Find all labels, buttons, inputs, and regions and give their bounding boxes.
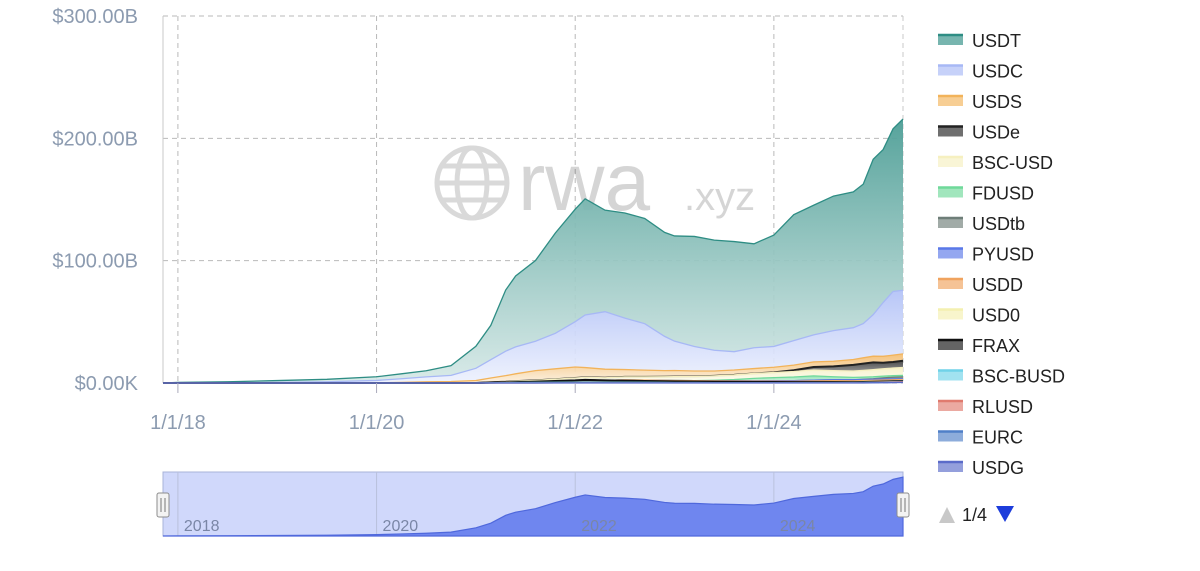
legend: USDT USDC USDS USDe BSC-USD FDUSD USDtb PYUSD US… bbox=[938, 31, 1065, 478]
legend-swatch bbox=[938, 310, 963, 320]
legend-label: EURC bbox=[972, 428, 1023, 448]
legend-label: FRAX bbox=[972, 336, 1020, 356]
legend-item-usde[interactable]: USDe bbox=[938, 123, 1020, 143]
legend-pager: 1/4 bbox=[939, 505, 1014, 525]
pager-label: 1/4 bbox=[962, 505, 987, 525]
navigator-tick-label: 2018 bbox=[184, 518, 220, 535]
x-tick-label: 1/1/18 bbox=[150, 412, 206, 434]
navigator-tick-label: 2024 bbox=[780, 518, 816, 535]
legend-label: FDUSD bbox=[972, 184, 1034, 204]
legend-label: USDC bbox=[972, 62, 1023, 82]
legend-item-rlusd[interactable]: RLUSD bbox=[938, 397, 1033, 417]
legend-label: USDe bbox=[972, 123, 1020, 143]
y-tick-label: $0.00K bbox=[75, 373, 139, 395]
y-tick-label: $300.00B bbox=[52, 6, 138, 28]
legend-label: USDD bbox=[972, 275, 1023, 295]
legend-label: RLUSD bbox=[972, 397, 1033, 417]
legend-label: USDG bbox=[972, 458, 1024, 478]
pager-down-arrow-icon[interactable] bbox=[996, 506, 1014, 522]
legend-item-bsc-usd[interactable]: BSC-USD bbox=[938, 153, 1053, 173]
globe-icon bbox=[437, 148, 507, 218]
y-tick-label: $200.00B bbox=[52, 128, 138, 150]
x-axis-ticks: 1/1/18 1/1/20 1/1/22 1/1/24 bbox=[150, 383, 802, 434]
x-tick-label: 1/1/22 bbox=[547, 412, 603, 434]
navigator-right-handle[interactable] bbox=[897, 493, 909, 517]
legend-item-usd0[interactable]: USD0 bbox=[938, 306, 1020, 326]
legend-swatch bbox=[938, 371, 963, 381]
legend-item-eurc[interactable]: EURC bbox=[938, 428, 1023, 448]
legend-item-usdg[interactable]: USDG bbox=[938, 458, 1024, 478]
legend-item-bsc-busd[interactable]: BSC-BUSD bbox=[938, 367, 1065, 387]
navigator-tick-label: 2020 bbox=[383, 518, 419, 535]
legend-item-usdtb[interactable]: USDtb bbox=[938, 214, 1025, 234]
legend-swatch bbox=[938, 279, 963, 289]
legend-swatch bbox=[938, 340, 963, 350]
legend-swatch bbox=[938, 218, 963, 228]
legend-item-usdd[interactable]: USDD bbox=[938, 275, 1023, 295]
legend-label: BSC-BUSD bbox=[972, 367, 1065, 387]
legend-swatch bbox=[938, 157, 963, 167]
legend-item-fdusd[interactable]: FDUSD bbox=[938, 184, 1034, 204]
watermark-suffix: .xyz bbox=[684, 175, 755, 219]
legend-item-pyusd[interactable]: PYUSD bbox=[938, 245, 1034, 265]
y-tick-label: $100.00B bbox=[52, 251, 138, 273]
legend-label: USDS bbox=[972, 92, 1022, 112]
pager-up-arrow-icon[interactable] bbox=[939, 507, 955, 523]
legend-swatch bbox=[938, 35, 963, 45]
legend-label: PYUSD bbox=[972, 245, 1034, 265]
legend-swatch bbox=[938, 462, 963, 472]
legend-swatch bbox=[938, 401, 963, 411]
navigator-tick-label: 2022 bbox=[581, 518, 617, 535]
legend-item-usds[interactable]: USDS bbox=[938, 92, 1022, 112]
legend-label: BSC-USD bbox=[972, 153, 1053, 173]
x-tick-label: 1/1/24 bbox=[746, 412, 802, 434]
legend-swatch bbox=[938, 96, 963, 106]
legend-swatch bbox=[938, 432, 963, 442]
range-navigator[interactable]: 2018 2020 2022 2024 bbox=[157, 472, 909, 536]
x-tick-label: 1/1/20 bbox=[349, 412, 405, 434]
legend-swatch bbox=[938, 188, 963, 198]
legend-label: USD0 bbox=[972, 306, 1020, 326]
legend-swatch bbox=[938, 127, 963, 137]
legend-item-usdc[interactable]: USDC bbox=[938, 62, 1023, 82]
legend-swatch bbox=[938, 66, 963, 76]
legend-item-usdt[interactable]: USDT bbox=[938, 31, 1021, 51]
legend-item-frax[interactable]: FRAX bbox=[938, 336, 1020, 356]
navigator-left-handle[interactable] bbox=[157, 493, 169, 517]
legend-label: USDtb bbox=[972, 214, 1025, 234]
y-axis-ticks: $0.00K $100.00B $200.00B $300.00B bbox=[52, 6, 138, 395]
legend-label: USDT bbox=[972, 31, 1021, 51]
legend-swatch bbox=[938, 249, 963, 259]
